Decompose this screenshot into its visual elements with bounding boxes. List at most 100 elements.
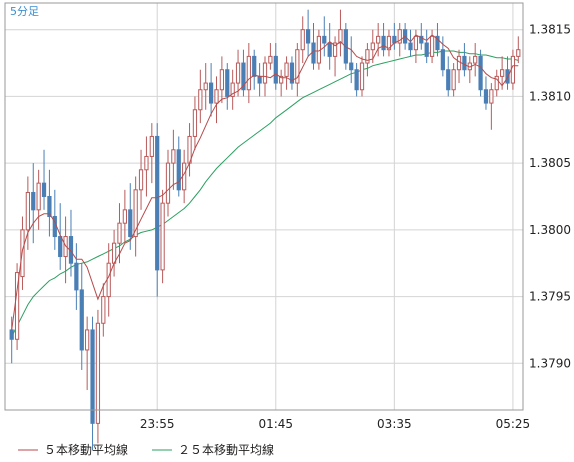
y-tick-label: 1.3795 — [529, 290, 571, 304]
candle — [505, 56, 510, 90]
candle-body — [106, 262, 111, 298]
candle-body — [516, 49, 521, 57]
candle-body — [300, 29, 305, 51]
candle — [500, 56, 505, 90]
candle-body — [349, 62, 354, 71]
candle — [289, 56, 295, 90]
candle — [279, 69, 284, 97]
candle-body — [408, 42, 413, 51]
candle-body — [456, 55, 462, 71]
candle-body — [359, 62, 365, 91]
candle — [451, 63, 456, 97]
candle — [133, 176, 138, 257]
candle-body — [133, 189, 138, 238]
candle — [58, 203, 63, 270]
candle — [25, 176, 30, 250]
candle — [74, 243, 79, 310]
candle-body — [376, 35, 381, 44]
candle-body — [155, 135, 160, 271]
candle — [225, 63, 230, 110]
candle-body — [268, 55, 273, 64]
candle — [424, 29, 429, 64]
candle — [198, 69, 203, 124]
candle-body — [424, 42, 429, 57]
candle — [354, 63, 359, 97]
x-tick-label: 03:35 — [377, 417, 412, 431]
candle-body — [451, 69, 456, 91]
candle — [95, 309, 101, 444]
candle — [155, 123, 160, 297]
candle-body — [235, 62, 241, 84]
candle-body — [122, 209, 127, 224]
candle-body — [149, 135, 154, 157]
candle-body — [176, 149, 181, 191]
candle — [419, 23, 424, 50]
candle — [41, 149, 47, 210]
candle-body — [246, 55, 251, 91]
candle — [203, 63, 208, 110]
candle — [338, 9, 343, 57]
candle-body — [241, 62, 246, 91]
candle-body — [25, 191, 30, 231]
candle-body — [171, 149, 176, 164]
candle-body — [85, 329, 90, 351]
candle — [295, 43, 300, 97]
candle-body — [429, 35, 435, 57]
candle-body — [505, 69, 510, 84]
candle — [483, 76, 489, 110]
candle — [349, 36, 354, 84]
candle — [446, 56, 451, 97]
candle — [176, 136, 181, 197]
candle — [192, 96, 198, 150]
candle-body — [203, 82, 208, 91]
candle — [208, 63, 214, 117]
candle-body — [489, 89, 494, 104]
y-tick-label: 1.3805 — [529, 156, 571, 170]
plot-frame — [4, 2, 524, 411]
candle — [241, 49, 246, 97]
candle — [31, 163, 36, 244]
candle-body — [365, 49, 370, 64]
candle-body — [327, 42, 332, 57]
candle — [14, 263, 20, 350]
candle-body — [381, 35, 386, 51]
timeframe-label: 5分足 — [10, 5, 39, 18]
candle — [235, 49, 241, 97]
ma5-line — [11, 34, 519, 330]
candle — [376, 23, 381, 57]
candle-body — [397, 29, 402, 44]
candle-body — [79, 289, 84, 351]
candle-body — [14, 272, 20, 340]
candle-body — [478, 55, 483, 91]
candle — [90, 316, 95, 451]
candle — [435, 23, 440, 57]
candle — [381, 23, 386, 57]
candle-body — [58, 236, 63, 258]
candle-body — [289, 62, 295, 84]
candle — [516, 36, 521, 64]
candles — [9, 9, 521, 451]
candle — [268, 43, 273, 70]
candle-body — [295, 49, 300, 84]
candle-body — [41, 182, 47, 197]
candle — [397, 23, 402, 57]
legend-label-ma25: ２５本移動平均線 — [178, 442, 274, 457]
candle-body — [165, 162, 171, 204]
candle-body — [413, 35, 419, 51]
candle-body — [208, 82, 214, 104]
candle-body — [279, 75, 284, 84]
candle-body — [225, 69, 230, 97]
candle-body — [138, 169, 144, 191]
candle-body — [128, 209, 133, 238]
candle-body — [230, 82, 235, 97]
candle — [322, 16, 327, 57]
candle-body — [322, 35, 327, 44]
y-tick-label: 1.3790 — [529, 356, 571, 370]
candle — [144, 136, 149, 197]
candle — [138, 149, 144, 210]
candle — [305, 9, 311, 57]
candle-body — [257, 75, 262, 84]
candle — [327, 23, 332, 70]
candle-body — [440, 49, 445, 71]
